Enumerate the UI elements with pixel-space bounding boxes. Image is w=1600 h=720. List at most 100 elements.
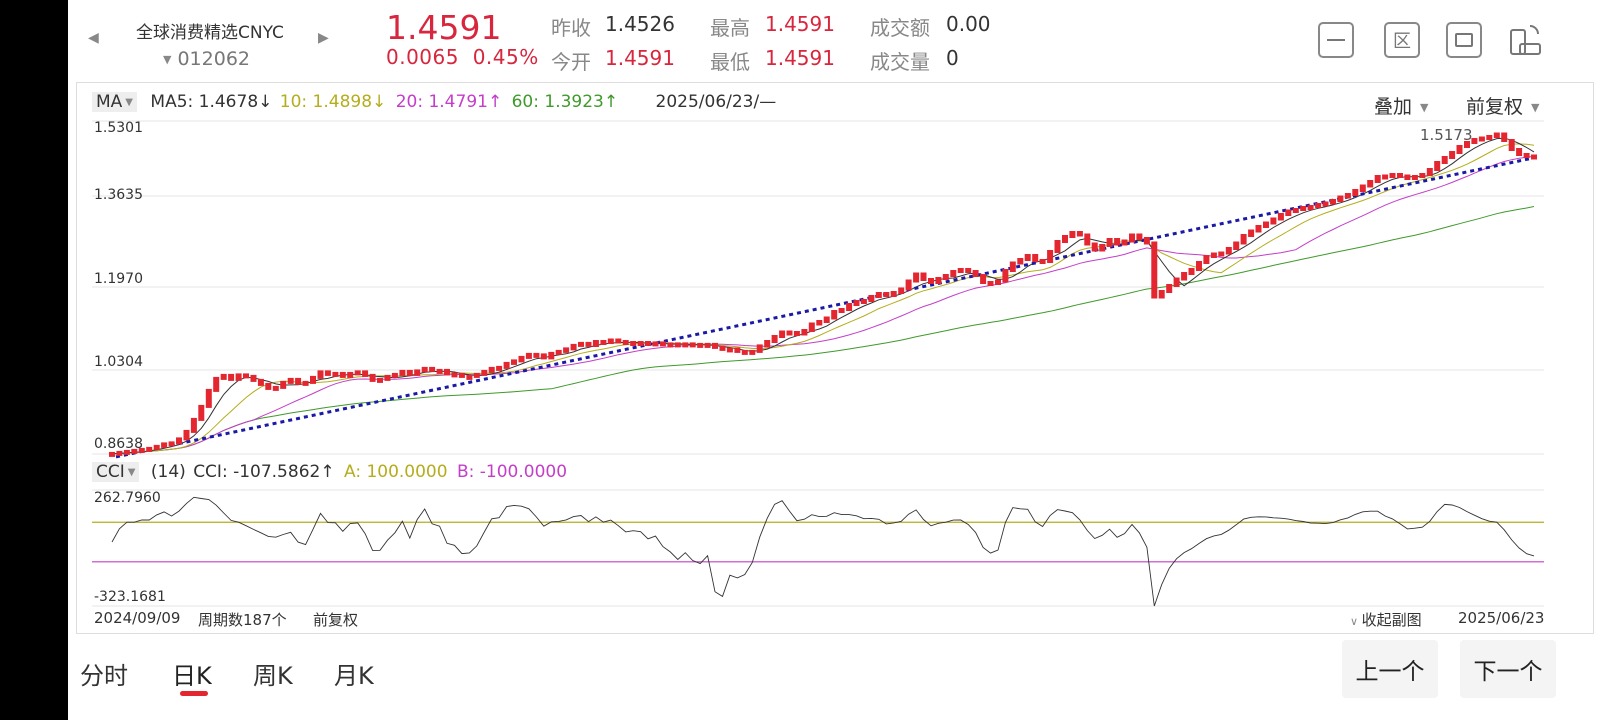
candle-132 (1091, 242, 1098, 252)
volume-label: 成交量 (870, 50, 930, 74)
high-value: 1.4591 (765, 12, 835, 36)
candle-124 (1032, 254, 1039, 262)
tab-weekly-k[interactable]: 周K (253, 662, 293, 690)
candle-168 (1359, 184, 1366, 192)
candle-126 (1047, 250, 1054, 263)
candle-19 (250, 374, 257, 382)
kline-chart[interactable] (68, 0, 1600, 640)
prev-button[interactable]: 上一个 (1342, 640, 1438, 698)
candle-25 (295, 377, 302, 385)
price-change: 0.0065 0.45% (386, 45, 539, 69)
candle-49 (473, 372, 480, 378)
y-tick-4: 1.0304 (94, 354, 143, 370)
cci-legend: CCI ▼ (14) CCI: -107.5862↑ A: 100.0000 B:… (92, 462, 567, 482)
candle-46 (451, 372, 458, 378)
candle-28 (317, 370, 324, 379)
candle-172 (1389, 173, 1396, 178)
candle-143 (1173, 277, 1180, 287)
rotate-phone-icon[interactable] (1508, 22, 1544, 58)
minus-box-icon[interactable] (1318, 22, 1354, 58)
candle-147 (1203, 255, 1210, 264)
chevron-down-icon: ▼ (163, 53, 172, 66)
cci-selector[interactable]: CCI ▼ (92, 462, 140, 482)
prev-close-value: 1.4526 (605, 12, 675, 36)
ma-selector[interactable]: MA ▼ (92, 92, 137, 112)
candle-160 (1300, 206, 1307, 211)
candle-91 (786, 330, 793, 336)
ma60-value: 60: 1.3923↑ (511, 92, 619, 112)
candle-150 (1225, 247, 1232, 255)
candle-183 (1471, 138, 1478, 144)
candle-144 (1181, 272, 1188, 281)
candle-47 (458, 372, 465, 378)
next-fund-icon[interactable]: ▶ (318, 30, 329, 46)
candle-74 (659, 341, 666, 347)
screen-icon[interactable] (1446, 22, 1482, 58)
tab-intraday[interactable]: 分时 (80, 662, 128, 690)
candle-134 (1106, 238, 1113, 247)
candle-51 (488, 366, 495, 373)
candle-142 (1166, 284, 1173, 293)
candle-138 (1136, 233, 1143, 240)
candle-96 (823, 316, 830, 323)
candle-16 (228, 373, 235, 381)
candle-9 (176, 437, 182, 445)
candle-163 (1322, 201, 1329, 207)
candle-166 (1344, 193, 1351, 199)
candle-40 (406, 369, 413, 376)
chevron-down-icon: ▼ (1420, 101, 1429, 114)
candle-67 (607, 338, 614, 344)
candle-111 (935, 277, 942, 284)
candle-191 (1531, 154, 1537, 160)
prev-fund-icon[interactable]: ◀ (88, 30, 99, 46)
cci-min-label: -323.1681 (94, 589, 166, 605)
candle-175 (1411, 175, 1418, 180)
candle-6 (153, 444, 160, 450)
ma20-line (111, 155, 1535, 455)
candle-167 (1352, 189, 1359, 196)
candle-119 (995, 279, 1001, 285)
overlay-selector[interactable]: 叠加 ▼ (1374, 92, 1428, 119)
candle-139 (1143, 237, 1150, 245)
candle-100 (853, 300, 860, 306)
candle-44 (436, 368, 443, 374)
candle-36 (377, 377, 383, 383)
candle-68 (615, 338, 622, 344)
candle-151 (1233, 241, 1240, 250)
candle-127 (1054, 240, 1061, 253)
candle-53 (503, 361, 510, 369)
next-button[interactable]: 下一个 (1460, 640, 1556, 698)
qu-text: 区 (1393, 31, 1411, 52)
tab-monthly-k[interactable]: 月K (334, 662, 374, 690)
qu-box-icon[interactable]: 区 (1384, 22, 1420, 58)
candle-181 (1456, 145, 1463, 154)
candle-153 (1248, 229, 1255, 237)
candle-66 (600, 340, 607, 345)
candle-90 (779, 330, 786, 338)
ma-legend: MA ▼ MA5: 1.4678↓ 10: 1.4898↓ 20: 1.4791↑… (92, 92, 776, 116)
fund-code[interactable]: ▼ 012062 (163, 48, 250, 70)
candle-38 (391, 372, 398, 378)
y-tick-1: 1.5301 (94, 120, 143, 136)
adjust-selector[interactable]: 前复权 ▼ (1466, 92, 1539, 119)
candle-95 (816, 320, 823, 326)
candle-109 (920, 272, 927, 281)
tab-daily-k[interactable]: 日K (172, 662, 212, 690)
trend-line (115, 155, 1541, 459)
candle-54 (511, 359, 517, 365)
candle-176 (1419, 173, 1426, 178)
candle-73 (652, 341, 659, 347)
app-window: ◀ 全球消费精选CNYC ▼ 012062 ▶ 1.4591 0.0065 0.4… (68, 0, 1600, 720)
candle-13 (205, 388, 212, 408)
ma20-path (111, 155, 1535, 455)
trend-dashed-line (115, 155, 1541, 459)
ma10-line (111, 143, 1535, 455)
candle-110 (928, 278, 934, 284)
start-date: 2024/09/09 (94, 609, 181, 627)
collapse-subchart[interactable]: ∨ 收起副图 (1350, 609, 1422, 630)
end-date: 2025/06/23 (1458, 609, 1545, 627)
ma10-path (111, 143, 1535, 455)
candle-5 (146, 446, 153, 452)
candle-125 (1039, 259, 1046, 264)
candle-117 (980, 274, 987, 284)
